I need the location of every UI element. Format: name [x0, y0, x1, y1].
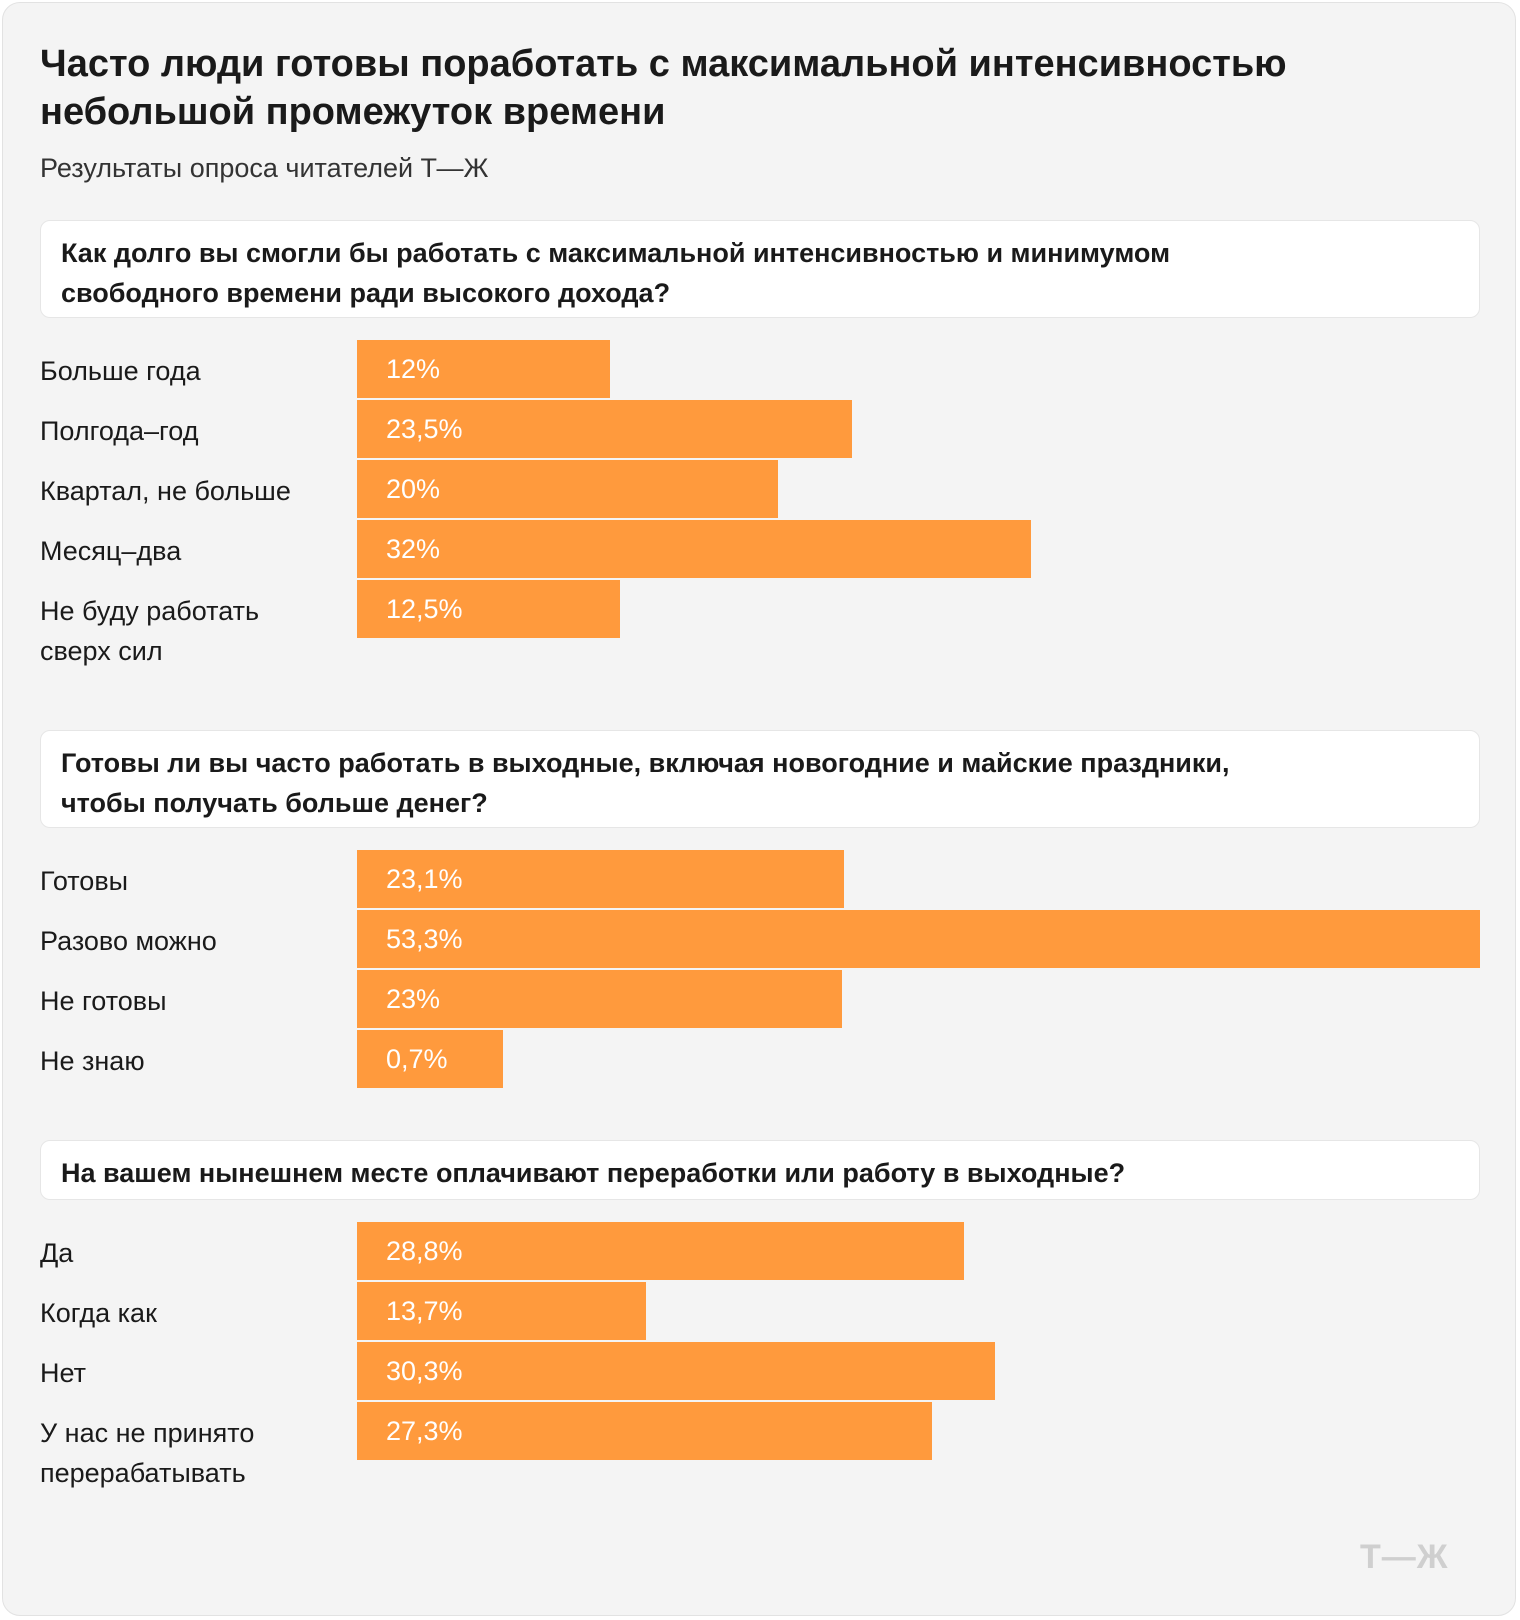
category-label: Да [40, 1238, 74, 1268]
value-label: 28,8% [386, 1236, 463, 1266]
value-label: 53,3% [386, 924, 463, 954]
category-label: Квартал, не больше [40, 476, 291, 506]
category-label: Больше года [40, 356, 201, 386]
category-label: Готовы [40, 866, 129, 896]
value-label: 12,5% [386, 594, 463, 624]
bar [357, 460, 778, 518]
bar [357, 1282, 646, 1340]
bar-row: Месяц–два 32% [0, 520, 1520, 578]
bar [357, 400, 852, 458]
category-label: У нас не принято перерабатывать [40, 1418, 255, 1488]
bar-row: Не знаю 0,7% [0, 1030, 1520, 1088]
tj-logo: Т—Ж [1360, 1538, 1449, 1576]
bar-row: Да 28,8% [0, 1222, 1520, 1280]
value-label: 23% [386, 984, 441, 1014]
bar-row: Нет 30,3% [0, 1342, 1520, 1400]
chart-title: Часто люди готовы поработать с максималь… [40, 43, 1287, 133]
bar-row: Больше года 12% [0, 340, 1520, 398]
bar [357, 340, 610, 398]
category-label: Не буду работать сверх сил [40, 596, 260, 666]
bar-row: Полгода–год 23,5% [0, 400, 1520, 458]
bar [357, 1342, 995, 1400]
category-label: Месяц–два [40, 536, 182, 566]
value-label: 27,3% [386, 1416, 463, 1446]
bar-row: Готовы 23,1% [0, 850, 1520, 908]
bar-row: Когда как 13,7% [0, 1282, 1520, 1340]
bar [357, 970, 842, 1028]
bar [357, 580, 620, 638]
value-label: 23,1% [386, 864, 463, 894]
value-label: 32% [386, 534, 441, 564]
chart-subtitle: Результаты опроса читателей Т—Ж [40, 153, 489, 183]
value-label: 13,7% [386, 1296, 463, 1326]
bar-row: Разово можно 53,3% [0, 910, 1520, 968]
bar [357, 910, 1480, 968]
category-label: Полгода–год [40, 416, 199, 446]
category-label: Нет [40, 1358, 86, 1388]
category-label: Не готовы [40, 986, 167, 1016]
bar-row: Не готовы 23% [0, 970, 1520, 1028]
bar-row: Квартал, не больше 20% [0, 460, 1520, 518]
bar [357, 1030, 503, 1088]
bar-row: У нас не принято перерабатывать 27,3% [0, 1402, 1520, 1488]
question-box: Как долго вы смогли бы работать с максим… [40, 220, 1480, 318]
value-label: 30,3% [386, 1356, 463, 1386]
bar [357, 850, 844, 908]
value-label: 0,7% [386, 1044, 448, 1074]
bar [357, 1222, 964, 1280]
category-label: Когда как [40, 1298, 157, 1328]
bar [357, 520, 1031, 578]
bar [357, 1402, 932, 1460]
value-label: 12% [386, 354, 441, 384]
bar-row: Не буду работать сверх сил 12,5% [0, 580, 1520, 666]
category-label: Не знаю [40, 1046, 145, 1076]
category-label: Разово можно [40, 926, 217, 956]
question-box: На вашем нынешнем месте оплачивают перер… [40, 1140, 1480, 1200]
value-label: 20% [386, 474, 441, 504]
question-box: Готовы ли вы часто работать в выходные, … [40, 730, 1480, 828]
value-label: 23,5% [386, 414, 463, 444]
